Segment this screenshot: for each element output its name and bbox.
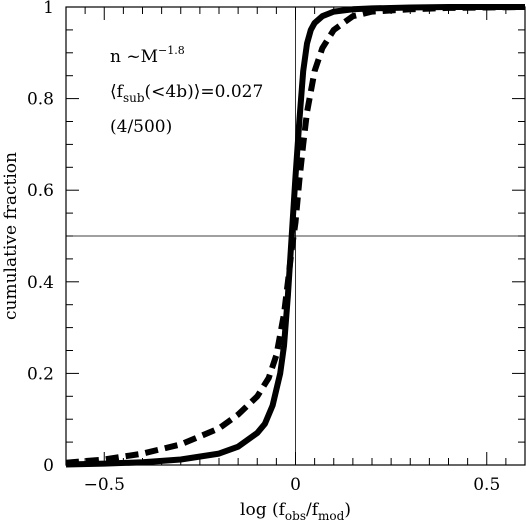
series-line-dashed <box>65 4 526 466</box>
y-tick-label: 0.4 <box>27 273 54 293</box>
series-layer <box>65 4 526 468</box>
x-tick-label: 0.5 <box>473 475 500 495</box>
annotation-mass-function: n ~M−1.8 <box>110 44 185 67</box>
x-tick-label: −0.5 <box>84 475 125 495</box>
y-tick-label: 0.8 <box>27 90 54 110</box>
x-label-prefix: log (f <box>240 500 287 520</box>
tick-labels: −0.5 0 0.5 0 0.2 0.4 0.6 0.8 1 <box>27 0 500 495</box>
x-label-sub-mod: mod <box>318 509 345 522</box>
x-label-suffix: ) <box>344 500 351 520</box>
x-label-sub-obs: obs <box>285 509 306 522</box>
y-tick-label: 0.6 <box>27 181 54 201</box>
annotation-fsub-rest: (<4b)⟩=0.027 <box>145 82 264 102</box>
annotation-mass-function-text: n ~M <box>110 47 158 67</box>
x-label-mid: /f <box>306 500 320 520</box>
series-line-solid <box>65 4 525 468</box>
y-tick-label: 0.2 <box>27 364 54 384</box>
annotation-fsub-open: ⟨f <box>110 82 125 102</box>
y-axis-label: cumulative fraction <box>1 152 21 320</box>
annotation-fsub: ⟨fsub(<4b)⟩=0.027 <box>110 82 263 105</box>
annotation-mass-function-exponent: −1.8 <box>158 44 185 57</box>
x-axis-label: log (fobs/fmod) <box>240 500 351 522</box>
annotation-count: (4/500) <box>110 117 172 137</box>
y-tick-label: 1 <box>43 0 54 18</box>
y-tick-label: 0 <box>43 456 54 476</box>
x-tick-label: 0 <box>290 475 301 495</box>
annotation-fsub-subscript: sub <box>123 91 145 105</box>
reference-lines <box>66 7 525 465</box>
